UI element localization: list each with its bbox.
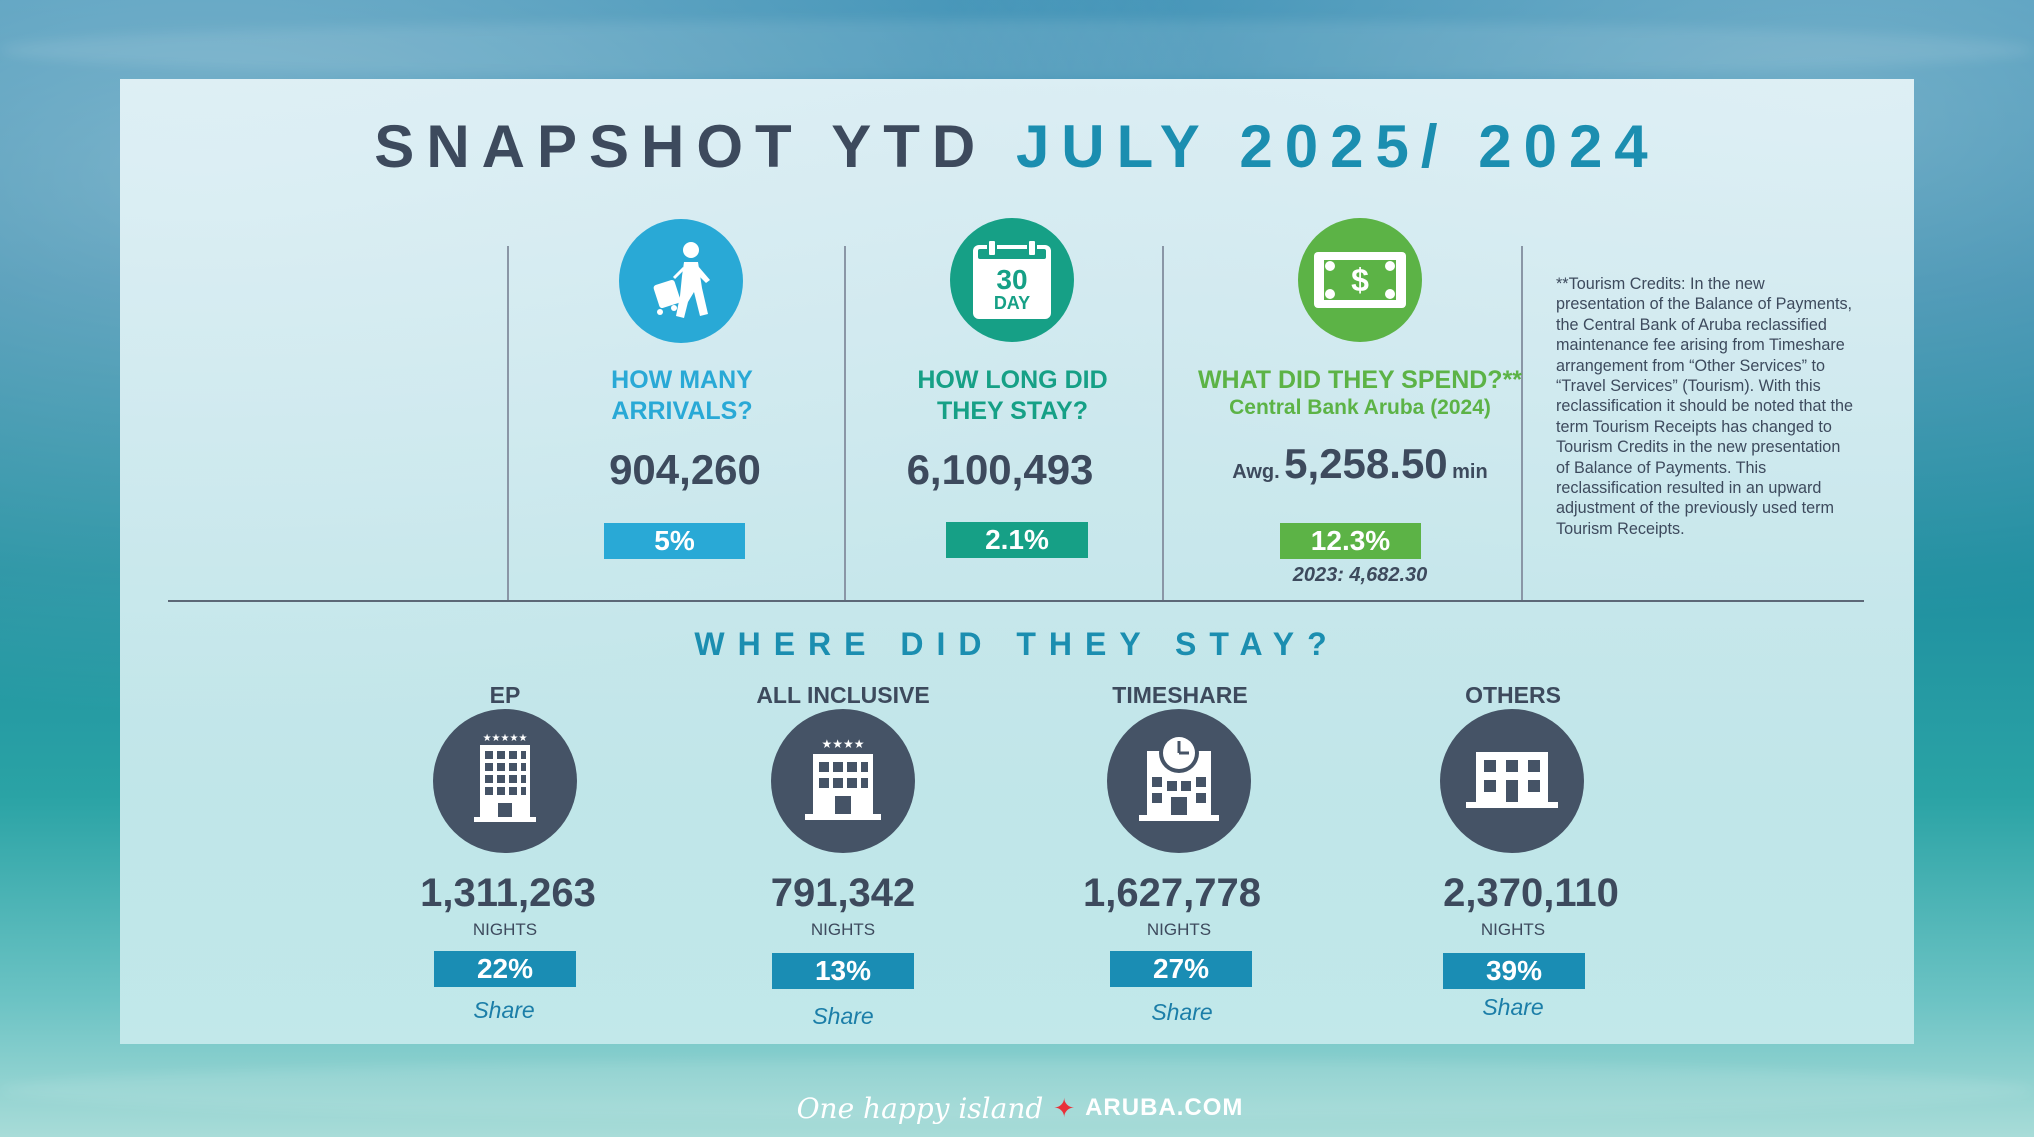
share-label: Share (1482, 994, 1544, 1020)
share-label: Share (1151, 999, 1213, 1025)
spend-prefix: Awg. (1232, 461, 1280, 483)
arrivals-value: 904,260 (609, 446, 761, 493)
calendar-30-day-icon: 30 DAY (950, 218, 1074, 342)
calendar-day-label: DAY (993, 293, 1031, 313)
spend-suffix: min (1452, 461, 1488, 483)
divider-horizontal (168, 600, 1864, 602)
spend-subheading: Central Bank Aruba (2024) (1229, 396, 1491, 419)
nights-label: NIGHTS (1146, 920, 1212, 939)
share-badge: 13% (772, 953, 914, 989)
share-badge: 22% (434, 951, 576, 987)
timeshare-clock-building-icon (1107, 709, 1251, 853)
stay-type-nights: 1,627,778 (1083, 871, 1261, 915)
stay-type-label: TIMESHARE (1112, 682, 1248, 708)
arrivals-heading: HOW MANY ARRIVALS? (611, 366, 753, 425)
divider-vertical (844, 246, 846, 601)
title-part-2: JULY 2025/ 2024 (1015, 113, 1660, 180)
footer-tagline: One happy island (796, 1091, 1044, 1125)
stay-heading: HOW LONG DID THEY STAY? (890, 365, 1135, 427)
share-label: Share (812, 1003, 874, 1029)
tourism-credits-note: **Tourism Credits: In the new presentati… (1556, 275, 1853, 538)
hotel-five-star-icon: ★★★★★ (433, 709, 577, 853)
stay-type-label: EP (489, 682, 521, 708)
spend-previous: 2023: 4,682.30 (1292, 564, 1428, 586)
stay-value: 6,100,493 (906, 446, 1094, 493)
stay-change-badge: 2.1% (946, 522, 1088, 558)
title-part-1: SNAPSHOT YTD (374, 113, 988, 180)
arrivals-change-badge: 5% (604, 523, 745, 559)
stay-heading-text: HOW LONG DID THEY STAY? (917, 366, 1108, 425)
nights-label: NIGHTS (472, 920, 538, 939)
walking-traveler-icon (619, 219, 743, 343)
share-badge: 27% (1110, 951, 1252, 987)
share-label: Share (473, 997, 535, 1023)
red-star-icon: ✦ (1053, 1092, 1076, 1123)
footer-site-link[interactable]: ARUBA.COM (1085, 1094, 1244, 1121)
background-wave (0, 1060, 2034, 1120)
where-heading: WHERE DID THEY STAY? (694, 626, 1340, 662)
spend-value-row: Awg. 5,258.50 min (1170, 440, 1550, 488)
svg-text:★★★★: ★★★★ (821, 737, 864, 751)
nights-label: NIGHTS (1480, 920, 1546, 939)
nights-label: NIGHTS (810, 920, 876, 939)
building-icon (1440, 709, 1584, 853)
footer-branding: One happy island ✦ ARUBA.COM (780, 1088, 1260, 1128)
share-badge: 39% (1443, 953, 1585, 989)
page-title: SNAPSHOT YTD JULY 2025/ 2024 (0, 112, 2034, 181)
calendar-day-number: 30 (996, 264, 1028, 295)
divider-vertical (1521, 246, 1523, 601)
stay-type-label: OTHERS (1465, 682, 1561, 708)
svg-text:$: $ (1351, 262, 1369, 298)
spend-heading: WHAT DID THEY SPEND?** (1197, 366, 1523, 394)
stay-type-nights: 1,311,263 (420, 871, 596, 915)
divider-vertical (507, 246, 509, 601)
stay-type-label: ALL INCLUSIVE (756, 682, 930, 708)
background-wave (0, 20, 2034, 80)
stay-type-nights: 2,370,110 (1443, 871, 1619, 915)
spend-value: 5,258.50 (1284, 440, 1448, 487)
spend-change-badge: 12.3% (1280, 523, 1421, 559)
svg-text:★★★★★: ★★★★★ (483, 733, 528, 744)
divider-vertical (1162, 246, 1164, 601)
dollar-bill-icon: $ (1298, 218, 1422, 342)
stay-type-nights: 791,342 (770, 871, 916, 915)
hotel-four-star-icon: ★★★★ (771, 709, 915, 853)
